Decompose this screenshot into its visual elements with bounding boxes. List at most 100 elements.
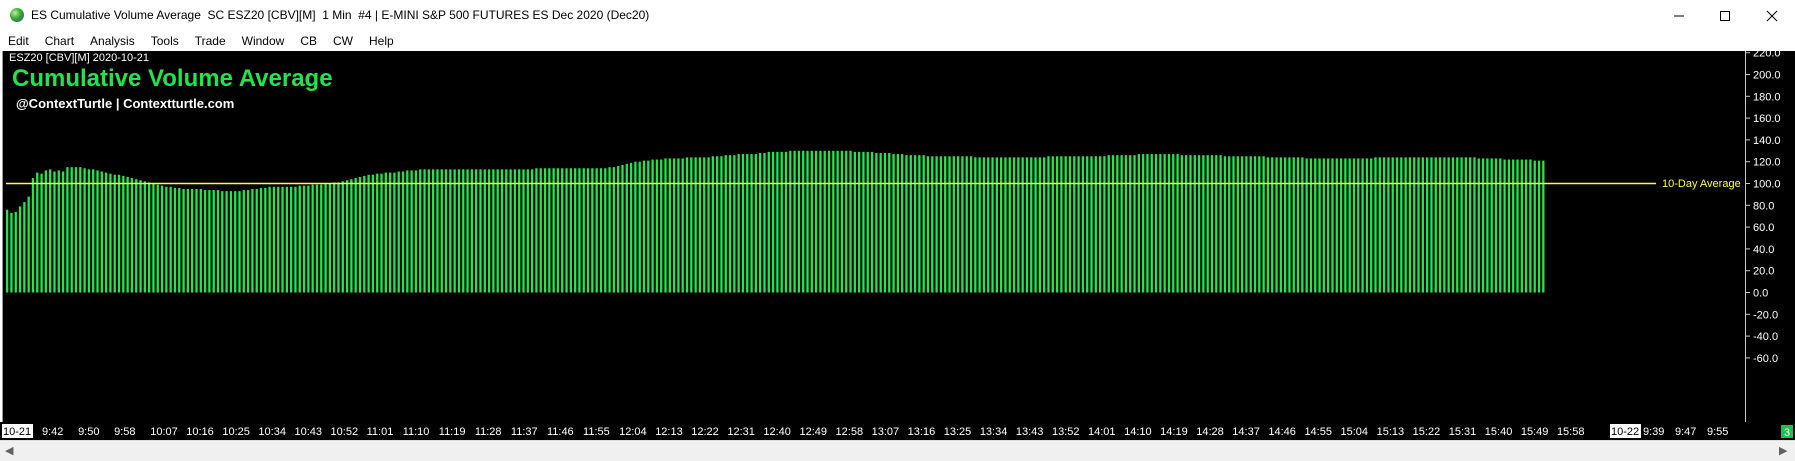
volume-bar <box>143 181 146 293</box>
volume-bar <box>612 167 616 293</box>
price-scale[interactable]: 220.0 200.0 180.0 160.0 140.0 120.0 100.0 80.0 6… <box>1745 51 1795 422</box>
volume-bar <box>1438 157 1442 293</box>
menu-analysis[interactable]: Analysis <box>90 34 135 48</box>
menu-cw[interactable]: CW <box>333 34 353 48</box>
x-tick-label: 9:55 <box>1707 426 1728 438</box>
volume-bar <box>414 170 418 293</box>
volume-bar <box>1408 157 1412 293</box>
volume-bar <box>195 188 198 293</box>
x-tick-label: 10:34 <box>258 426 286 438</box>
menu-trade[interactable]: Trade <box>194 34 226 48</box>
volume-bar <box>1047 156 1050 293</box>
menu-cb[interactable]: CB <box>300 34 317 48</box>
volume-bar <box>57 170 60 293</box>
volume-bar <box>1025 157 1029 293</box>
volume-bar <box>845 150 848 293</box>
volume-bar <box>651 159 654 293</box>
x-tick-label: 11:55 <box>583 426 610 438</box>
menu-help[interactable]: Help <box>369 34 394 48</box>
volume-bar <box>789 150 792 293</box>
volume-bar <box>87 169 91 293</box>
volume-bar <box>1240 156 1244 293</box>
volume-bar <box>264 187 267 293</box>
x-axis-scale: 10-21 9:42 9:50 9:58 10:07 10:16 10:25 10:34 10:… <box>2 424 1793 439</box>
maximize-button[interactable] <box>1702 0 1748 31</box>
volume-bar <box>1098 156 1102 293</box>
x-tick-label: 9:39 <box>1643 426 1664 438</box>
volume-bar <box>1249 156 1252 293</box>
volume-bar <box>1473 157 1476 293</box>
volume-bar <box>823 150 826 293</box>
volume-bar <box>1073 156 1076 293</box>
volume-bar <box>1245 156 1248 293</box>
volume-bar <box>548 168 551 293</box>
volume-bar <box>935 156 938 293</box>
volume-bar <box>1296 157 1300 293</box>
volume-bar <box>1008 157 1011 293</box>
volume-bar <box>926 156 930 293</box>
time-scale[interactable]: 10-21 9:42 9:50 9:58 10:07 10:16 10:25 10:34 10:… <box>0 422 1795 440</box>
volume-bar <box>324 183 327 293</box>
volume-bar <box>1494 158 1498 293</box>
volume-bar <box>492 169 495 293</box>
scroll-left-icon[interactable]: ◀ <box>5 445 14 457</box>
volume-bar <box>1202 155 1205 293</box>
horizontal-scrollbar[interactable]: ◀ ▶ <box>0 440 1795 461</box>
volume-bar <box>574 168 577 293</box>
y-tick-label: -20.0 <box>1753 309 1778 321</box>
menu-chart[interactable]: Chart <box>44 34 75 48</box>
volume-bar <box>290 186 293 293</box>
menu-window[interactable]: Window <box>241 34 285 48</box>
x-tick-label: 14:10 <box>1124 426 1152 438</box>
volume-bar <box>759 152 762 293</box>
menu-edit[interactable]: Edit <box>8 34 29 48</box>
volume-bar <box>462 169 465 293</box>
volume-bar <box>104 172 108 293</box>
volume-bar <box>1352 158 1356 293</box>
volume-bar <box>358 176 362 293</box>
volume-bar <box>1159 154 1162 293</box>
volume-bar <box>530 169 534 293</box>
close-button[interactable] <box>1749 0 1795 31</box>
volume-bar <box>939 156 943 293</box>
x-tick-label: 9:47 <box>1675 426 1696 438</box>
volume-bar <box>1499 158 1502 293</box>
volume-bar <box>1004 157 1007 293</box>
volume-bar <box>79 167 82 293</box>
volume-bar <box>1137 154 1140 293</box>
x-tick-label: 14:28 <box>1196 426 1224 438</box>
volume-bar <box>1400 157 1403 293</box>
volume-bar <box>1391 157 1394 293</box>
volume-bar <box>229 191 233 293</box>
volume-bar <box>487 169 491 293</box>
x-tick-label: 12:22 <box>691 426 719 438</box>
y-tick-label: 180.0 <box>1753 91 1781 103</box>
x-tick-label: 13:52 <box>1052 426 1080 438</box>
volume-bar <box>664 158 667 293</box>
scroll-right-icon[interactable]: ▶ <box>1779 445 1788 457</box>
volume-bar <box>1038 157 1042 293</box>
volume-bar <box>444 169 448 293</box>
volume-bar <box>582 168 585 293</box>
volume-bar <box>1051 156 1054 293</box>
volume-bar <box>457 169 461 293</box>
volume-bar <box>320 184 323 293</box>
minimize-button[interactable] <box>1656 0 1702 31</box>
chart-plot-area[interactable]: ESZ20 [CBV][M] 2020-10-21 Cumulative Vol… <box>2 51 1746 422</box>
x-tick-label: 15:22 <box>1413 426 1441 438</box>
volume-bar <box>857 151 861 293</box>
volume-bar <box>1090 156 1093 293</box>
volume-bar <box>1055 156 1059 293</box>
volume-bar <box>763 152 766 293</box>
volume-bar <box>70 167 73 293</box>
chart-symbol-label: ESZ20 [CBV][M] 2020-10-21 <box>9 52 150 64</box>
volume-bar <box>617 166 620 293</box>
volume-bar <box>1253 156 1257 293</box>
volume-bar <box>1172 154 1175 293</box>
volume-bar <box>1469 157 1472 293</box>
volume-bar <box>1120 155 1123 293</box>
volume-bar <box>272 186 276 293</box>
volume-bar <box>987 157 990 293</box>
menu-tools[interactable]: Tools <box>150 34 179 48</box>
y-tick-label: 80.0 <box>1753 200 1774 212</box>
